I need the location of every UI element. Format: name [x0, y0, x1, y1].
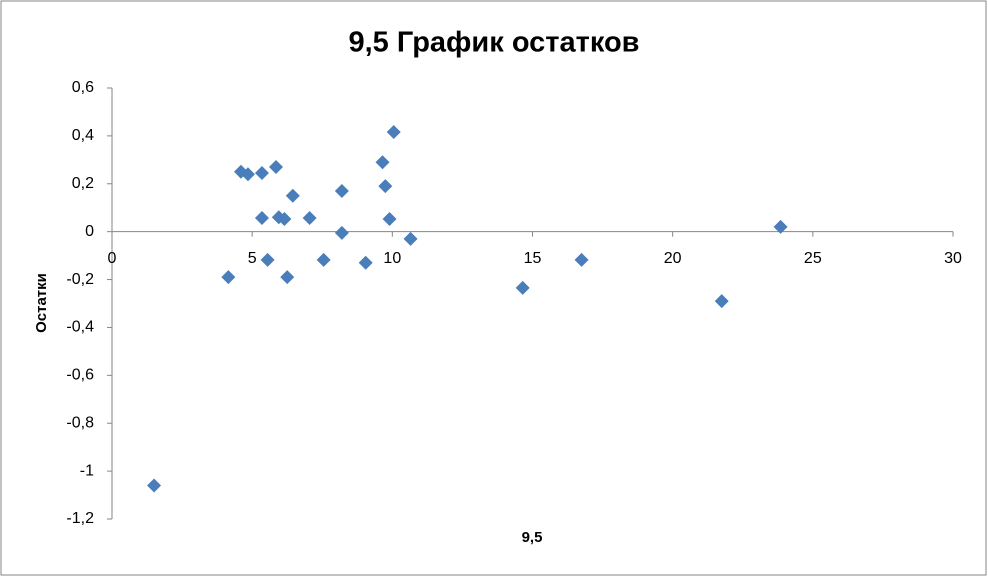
y-tick-label: -1	[80, 462, 94, 479]
x-tick-label: 20	[664, 250, 682, 267]
y-tick-label: 0	[85, 223, 94, 240]
data-point	[334, 183, 349, 198]
data-point	[280, 270, 295, 285]
y-tick-label: 0,6	[72, 79, 94, 96]
y-tick-label: -0,2	[66, 271, 94, 288]
x-tick-label: 25	[804, 250, 822, 267]
data-point	[268, 160, 283, 175]
data-point	[574, 252, 589, 267]
data-point	[285, 188, 300, 203]
data-point	[386, 125, 401, 140]
y-tick-label: 0,2	[72, 175, 94, 192]
data-point	[714, 294, 729, 309]
x-tick-label: 10	[383, 250, 401, 267]
x-axis-title: 9,5	[522, 529, 543, 546]
x-tick-label: 0	[108, 250, 117, 267]
data-point	[254, 166, 269, 181]
data-point	[240, 167, 255, 182]
data-point	[334, 225, 349, 240]
data-point	[316, 252, 331, 267]
data-point	[302, 211, 317, 226]
data-point	[221, 270, 236, 285]
data-point	[378, 179, 393, 194]
data-point	[254, 211, 269, 226]
data-point	[375, 155, 390, 170]
y-tick-label: -0,8	[66, 414, 94, 431]
x-tick-label: 5	[248, 250, 257, 267]
y-axis-title: Остатки	[33, 273, 50, 333]
y-tick-label: 0,4	[72, 127, 94, 144]
data-point	[277, 211, 292, 226]
y-tick-label: -0,6	[66, 367, 94, 384]
chart-title: 9,5 График остатков	[349, 27, 640, 59]
data-point	[260, 252, 275, 267]
data-point	[773, 219, 788, 234]
data-point	[358, 255, 373, 270]
x-tick-label: 15	[524, 250, 542, 267]
data-point	[382, 211, 397, 226]
data-point	[403, 231, 418, 246]
y-tick-label: -0,4	[66, 319, 94, 336]
data-point	[147, 478, 162, 493]
data-point	[515, 280, 530, 295]
y-tick-label: -1,2	[66, 510, 94, 527]
x-tick-label: 30	[944, 250, 962, 267]
